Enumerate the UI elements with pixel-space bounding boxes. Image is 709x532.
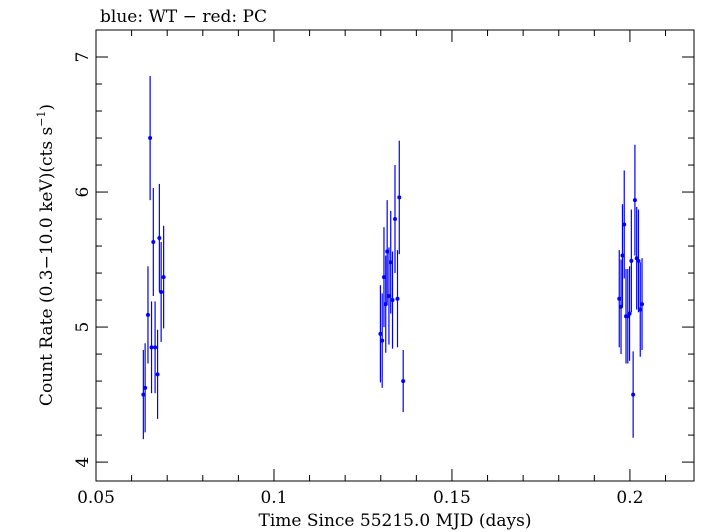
point-marker — [622, 222, 627, 227]
point-marker — [386, 294, 391, 299]
data-point — [161, 225, 166, 329]
data-point — [141, 350, 146, 440]
data-point — [153, 301, 158, 394]
point-marker — [153, 345, 158, 350]
point-marker — [148, 136, 153, 141]
data-point — [149, 301, 154, 394]
point-marker — [151, 239, 156, 244]
data-point — [385, 200, 390, 303]
point-marker — [397, 195, 402, 200]
y-axis-label: Count Rate (0.3−10.0 keV)(cts s−1) — [35, 104, 57, 406]
x-tick-label: 0.15 — [433, 488, 471, 508]
axis-tick-labels: 0.05 0.1 0.15 0.2 4 5 6 7 — [73, 52, 643, 508]
y-tick-label: 4 — [73, 457, 93, 468]
point-marker — [636, 258, 641, 263]
data-point — [632, 144, 637, 256]
point-marker — [145, 312, 150, 317]
data-point — [145, 266, 150, 364]
y-tick-label: 7 — [73, 52, 93, 63]
point-marker — [393, 217, 397, 222]
data-point — [148, 75, 153, 201]
point-marker — [390, 298, 395, 303]
point-marker — [157, 235, 162, 240]
data-point — [386, 247, 391, 345]
point-marker — [161, 275, 166, 280]
data-point — [155, 329, 160, 419]
point-marker — [620, 253, 625, 258]
y-axis-label-superscript: −1 — [35, 111, 48, 127]
data-points — [141, 75, 645, 440]
x-axis-label: Time Since 55215.0 MJD (days) — [259, 511, 532, 531]
point-marker — [395, 296, 400, 301]
data-point — [627, 266, 632, 361]
point-marker — [143, 385, 148, 390]
y-tick-label: 5 — [73, 322, 93, 333]
data-point — [393, 165, 397, 274]
point-marker — [378, 331, 383, 336]
point-marker — [638, 307, 643, 312]
point-marker — [383, 302, 388, 307]
data-point — [378, 285, 383, 383]
data-point — [620, 204, 625, 307]
data-point — [638, 262, 643, 357]
data-point — [636, 209, 641, 313]
data-point — [631, 351, 636, 438]
x-tick-label: 0.05 — [77, 488, 115, 508]
data-point — [401, 350, 406, 413]
point-marker — [627, 311, 632, 316]
chart-title: blue: WT − red: PC — [100, 7, 267, 27]
point-marker — [617, 296, 622, 301]
data-point — [617, 250, 622, 348]
data-point — [629, 209, 634, 313]
data-point — [151, 187, 156, 297]
plot-frame — [95, 29, 695, 482]
point-marker — [141, 392, 146, 397]
point-marker — [149, 345, 154, 350]
data-point — [143, 343, 148, 433]
point-marker — [385, 249, 390, 254]
point-marker — [631, 392, 636, 397]
y-axis-label-main: Count Rate (0.3−10.0 keV)(cts s — [37, 127, 57, 406]
x-tick-label: 0.1 — [260, 488, 287, 508]
point-marker — [401, 379, 406, 384]
data-point — [390, 251, 395, 349]
point-marker — [640, 302, 645, 307]
point-marker — [629, 258, 634, 263]
y-tick-label: 6 — [73, 187, 93, 198]
axis-ticks — [95, 30, 694, 481]
x-tick-label: 0.2 — [616, 488, 643, 508]
y-axis-label-close: ) — [37, 104, 57, 111]
data-point — [640, 258, 645, 351]
data-point — [380, 293, 385, 388]
point-marker — [380, 338, 385, 343]
data-point — [397, 140, 402, 255]
data-point — [383, 255, 388, 353]
point-marker — [159, 289, 164, 294]
data-point — [381, 227, 386, 328]
data-point — [395, 250, 400, 348]
point-marker — [381, 275, 386, 280]
data-point — [157, 183, 162, 292]
point-marker — [155, 372, 160, 377]
data-point — [622, 170, 627, 279]
point-marker — [632, 198, 637, 203]
point-marker — [388, 260, 393, 265]
data-point — [159, 241, 164, 342]
data-point — [388, 210, 393, 314]
